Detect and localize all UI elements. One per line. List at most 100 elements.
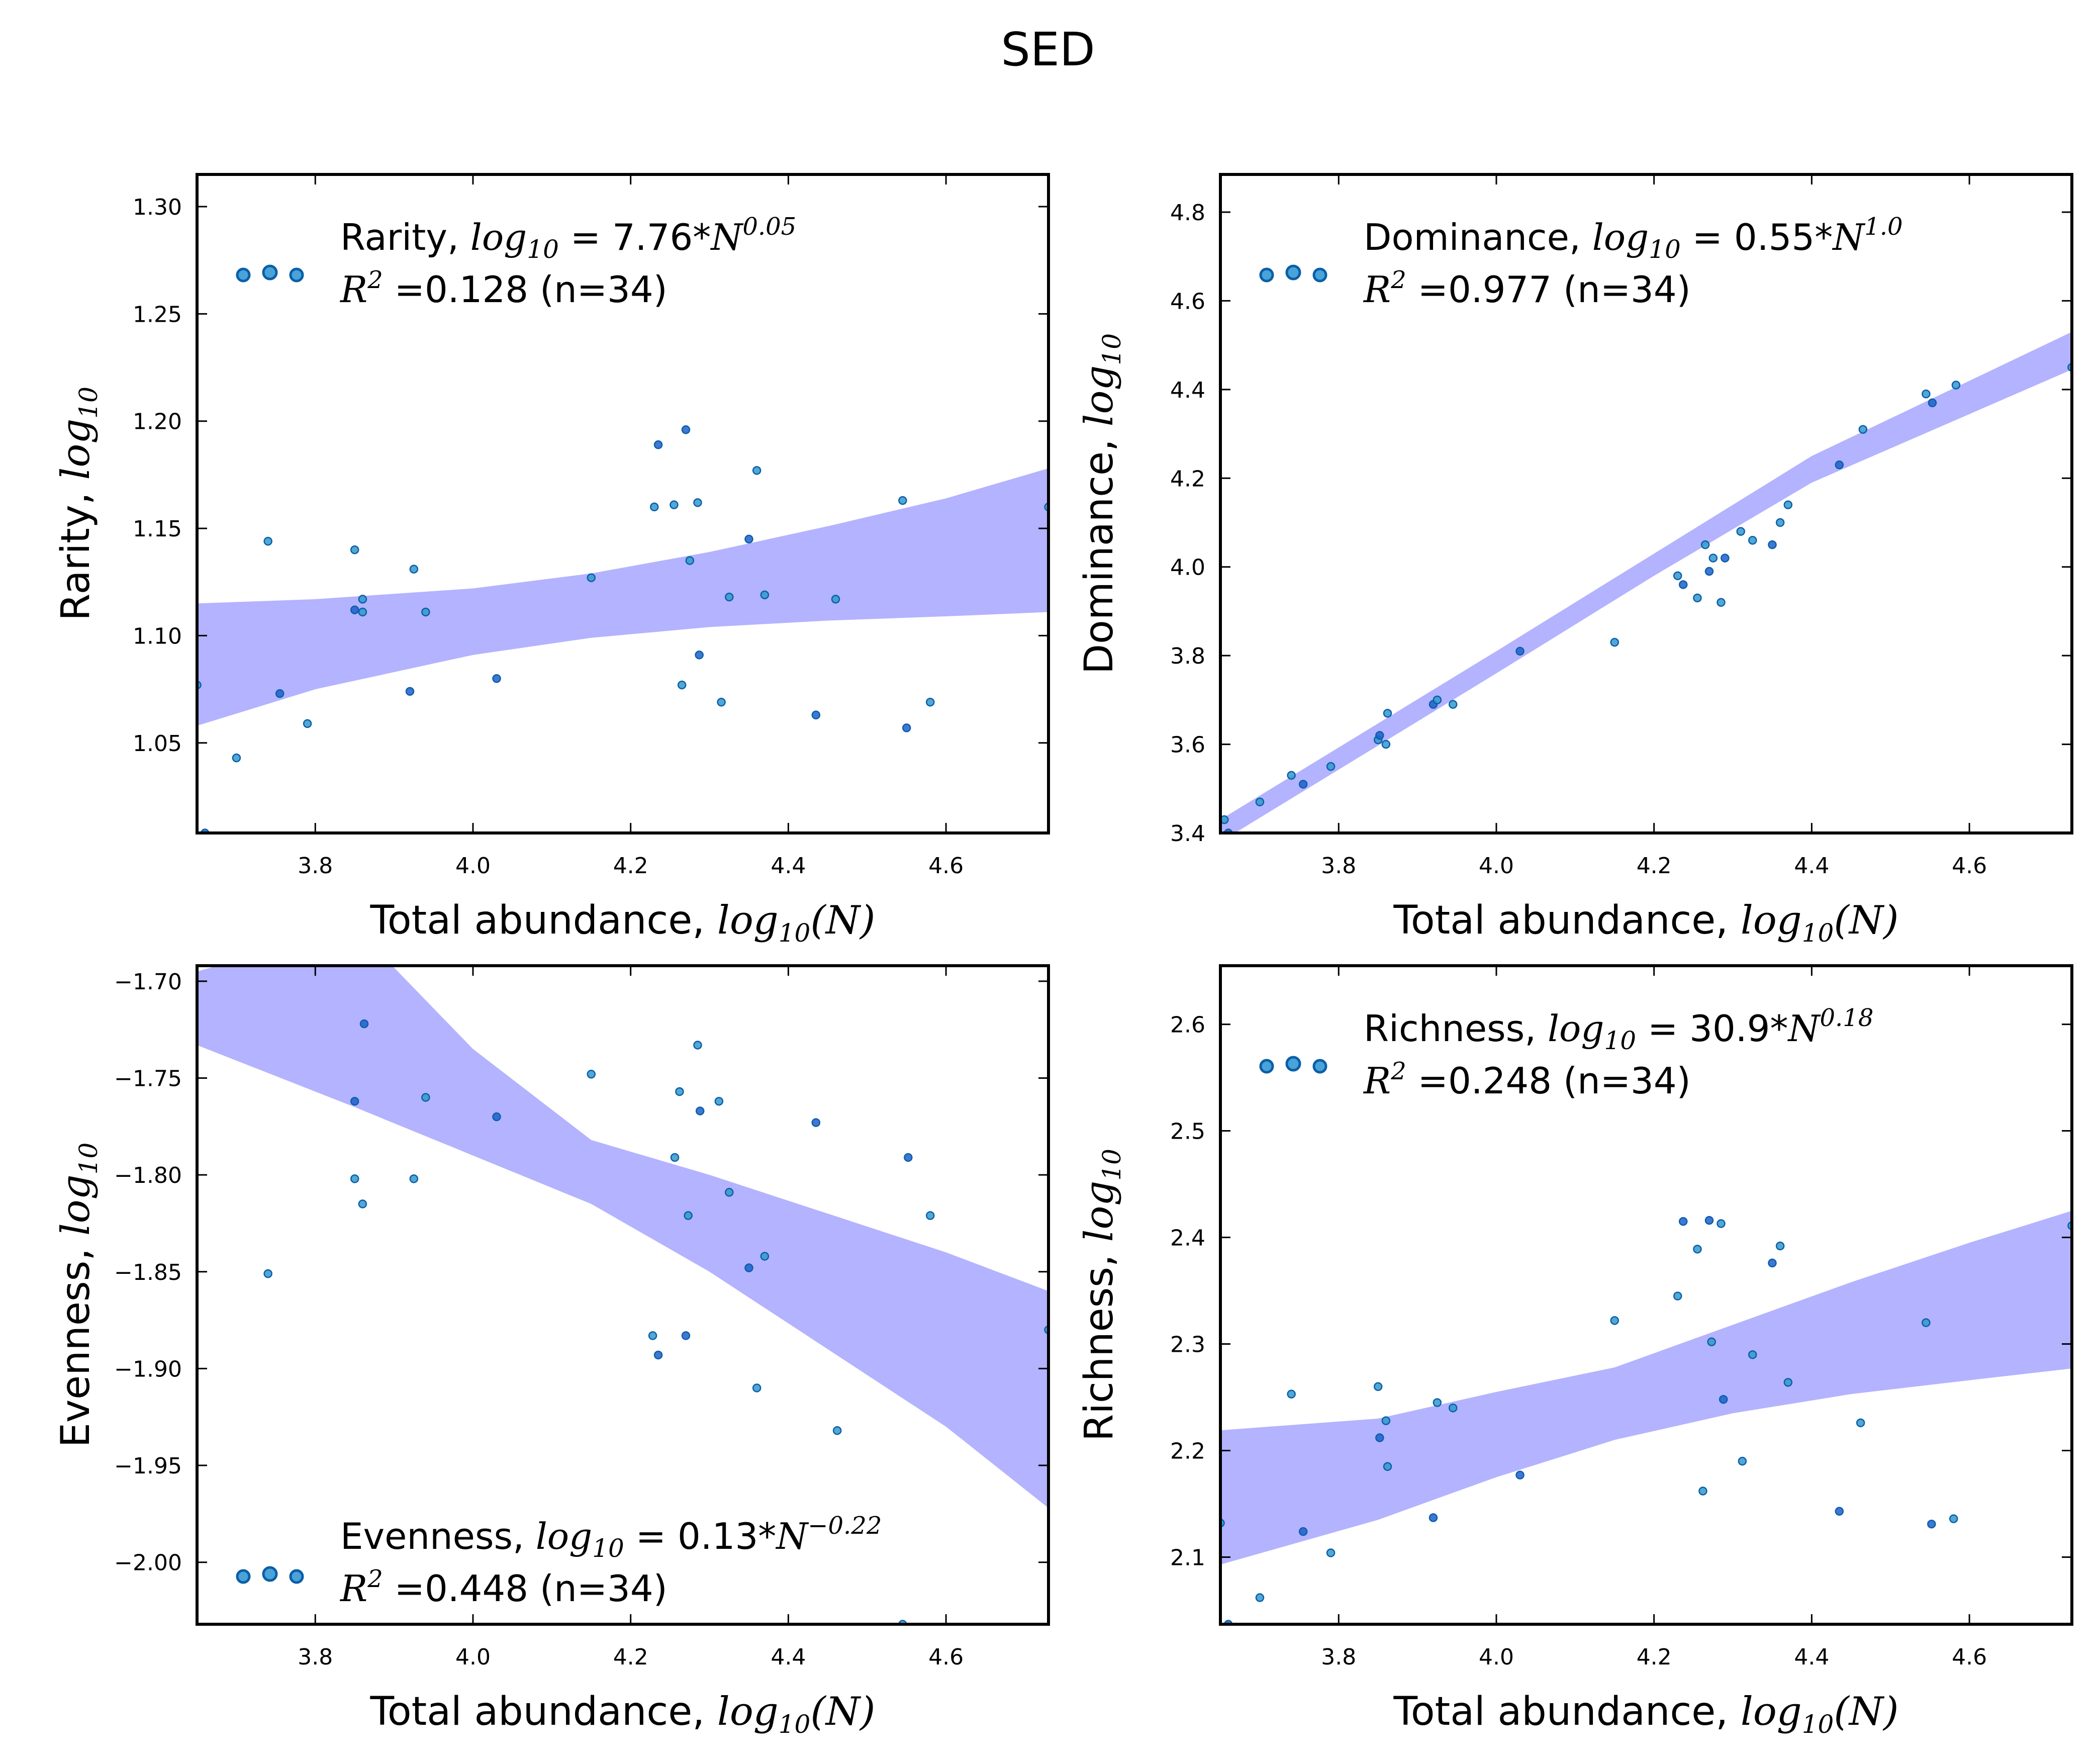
- data-point: [1698, 1487, 1707, 1496]
- data-point: [587, 573, 596, 582]
- data-point: [725, 592, 734, 602]
- data-point: [1783, 1378, 1793, 1387]
- data-point: [695, 651, 704, 660]
- y-tick-label: −1.75: [114, 1066, 182, 1091]
- panel-rarity: 3.8 4.0 4.2 4.4 4.6 1.05 1.10 1.15 1.20 1.25 1.30 T…: [53, 173, 1050, 948]
- data-point: [725, 1188, 734, 1197]
- data-point: [492, 674, 501, 683]
- annotation-fit-stats: R2 =0.248 (n=34): [1363, 1057, 1691, 1102]
- data-point: [1298, 780, 1308, 789]
- data-point: [681, 1331, 691, 1340]
- data-point: [744, 1263, 753, 1272]
- data-point: [1673, 1291, 1682, 1301]
- legend-marker: [1312, 267, 1327, 283]
- data-point: [1748, 1350, 1757, 1359]
- data-point: [1748, 536, 1757, 545]
- x-tick-label: 4.2: [1637, 1644, 1672, 1670]
- data-point: [695, 1106, 705, 1116]
- data-point: [1693, 1245, 1702, 1254]
- data-point: [1381, 1416, 1391, 1425]
- legend-marker: [236, 267, 251, 283]
- data-point: [1448, 700, 1458, 709]
- data-point: [1428, 1513, 1438, 1522]
- data-point: [1717, 1219, 1726, 1228]
- y-tick-label: 3.6: [1170, 732, 1205, 758]
- y-tick-label: 2.1: [1170, 1545, 1205, 1570]
- data-point: [1922, 1318, 1931, 1327]
- data-point: [693, 1041, 702, 1050]
- data-point: [350, 1096, 359, 1106]
- legend-marker: [1312, 1059, 1327, 1074]
- x-tick-label: 4.4: [1794, 853, 1829, 879]
- data-point: [350, 1174, 359, 1183]
- data-point: [350, 605, 359, 614]
- data-point: [1704, 1216, 1714, 1225]
- data-point: [1783, 500, 1793, 509]
- legend-marker: [236, 1569, 251, 1584]
- x-tick-label: 4.6: [928, 853, 964, 879]
- data-point: [1326, 1548, 1336, 1557]
- annotation-fit-stats: R2 =0.977 (n=34): [1363, 266, 1691, 311]
- annotation-fit-stats: R2 =0.448 (n=34): [339, 1565, 668, 1610]
- data-point: [1928, 398, 1937, 408]
- data-point: [1610, 1316, 1619, 1325]
- data-point: [275, 689, 284, 698]
- data-point: [358, 595, 367, 604]
- data-point: [681, 425, 691, 434]
- data-point: [925, 1211, 935, 1220]
- data-point: [1951, 381, 1961, 390]
- x-tick-label: 4.6: [1952, 853, 1987, 879]
- data-point: [925, 697, 935, 707]
- x-tick-label: 4.0: [1479, 853, 1514, 879]
- y-tick-label: 1.20: [133, 409, 182, 435]
- data-point: [1858, 425, 1868, 434]
- data-point: [811, 1118, 821, 1127]
- confidence-band: [1220, 1211, 2072, 1565]
- x-tick-label: 4.2: [613, 1644, 648, 1670]
- data-point: [1678, 1217, 1688, 1226]
- y-axis-label: Rarity, log10: [53, 387, 103, 621]
- plot-area: [1220, 1211, 2072, 1624]
- data-point: [653, 440, 663, 449]
- data-point: [831, 595, 840, 604]
- data-point: [1383, 709, 1392, 718]
- y-axis-label: Dominance, log10: [1077, 333, 1126, 674]
- annotation-equation: Rarity, log10 = 7.76*N0.05: [340, 213, 796, 264]
- data-point: [1835, 1507, 1844, 1516]
- data-point: [1373, 1382, 1383, 1391]
- y-tick-label: −1.80: [114, 1163, 182, 1188]
- y-tick-label: 2.5: [1170, 1119, 1205, 1145]
- panel-dominance: 3.8 4.0 4.2 4.4 4.6 3.4 3.6 3.8 4.0 4.2 4.4 4.6 4.8 T…: [1077, 173, 2073, 948]
- data-point: [1775, 1241, 1785, 1251]
- data-point: [409, 1174, 419, 1183]
- data-point: [1433, 695, 1442, 705]
- data-point: [648, 1331, 657, 1340]
- axes-frame: [196, 173, 1050, 834]
- x-tick-label: 3.8: [1321, 1644, 1356, 1670]
- data-point: [350, 545, 359, 554]
- y-tick-label: 1.05: [133, 731, 182, 757]
- x-tick-label: 4.0: [1479, 1644, 1514, 1670]
- y-tick-label: 3.8: [1170, 643, 1205, 669]
- legend-marker: [1285, 264, 1301, 281]
- data-point: [1693, 593, 1702, 603]
- data-point: [232, 753, 241, 763]
- y-tick-label: 4.2: [1170, 466, 1205, 492]
- data-point: [670, 500, 679, 509]
- data-point: [1375, 731, 1384, 740]
- data-point: [303, 719, 312, 728]
- data-point: [1768, 540, 1777, 549]
- x-tick-label: 3.8: [298, 853, 333, 879]
- legend-marker: [1285, 1056, 1301, 1072]
- data-point: [1610, 637, 1619, 647]
- data-point: [1383, 1462, 1392, 1471]
- data-point: [649, 502, 659, 512]
- x-tick-label: 4.4: [1794, 1644, 1829, 1670]
- data-point: [1678, 580, 1688, 589]
- legend-marker: [289, 267, 304, 283]
- data-point: [1433, 1398, 1442, 1407]
- data-point: [1700, 540, 1710, 549]
- y-tick-label: −2.00: [114, 1550, 182, 1576]
- data-point: [693, 498, 702, 507]
- x-tick-label: 4.2: [613, 853, 648, 879]
